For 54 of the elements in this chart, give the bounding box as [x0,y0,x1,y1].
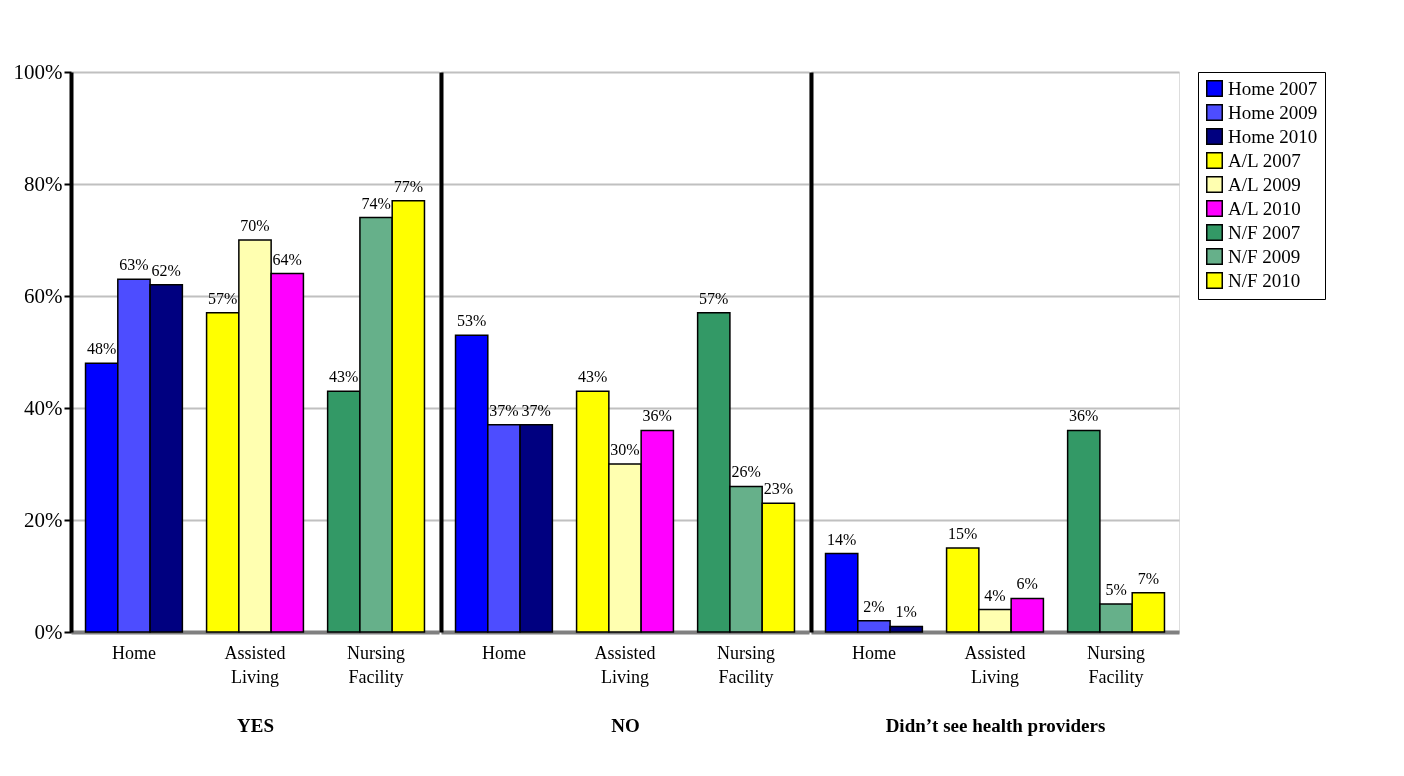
data-label: 74% [361,194,391,212]
data-label: 36% [1069,407,1099,425]
data-label: 37% [489,401,519,419]
data-label: 4% [984,586,1006,604]
data-label: 26% [731,463,761,481]
data-label: 6% [1016,575,1038,593]
x-tick-label: Home [851,642,896,663]
x-axis-title: YES [237,714,274,736]
x-axis-title: Didn’t see health providers [885,714,1106,736]
data-label: 37% [521,401,551,419]
x-tick-label: Home [111,642,156,663]
legend-label: Home 2007 [1228,77,1318,99]
data-label: 1% [895,603,917,621]
data-label: 36% [642,407,672,425]
data-label: 14% [827,530,857,548]
y-tick-label: 60% [24,283,63,308]
x-tick-label: Assisted Living [224,642,286,687]
data-label: 57% [208,289,238,307]
legend-label: Home 2010 [1228,125,1318,147]
data-label: 64% [272,250,302,268]
data-label: 30% [610,441,640,458]
data-label: 53% [457,312,487,330]
data-label: 43% [578,368,608,386]
x-tick-label: Assisted Living [964,642,1026,687]
data-label: 7% [1137,569,1159,587]
data-label: 63% [119,256,149,274]
data-label: 15% [948,525,978,542]
legend-label: N/F 2009 [1228,245,1301,267]
x-tick-label: Assisted Living [594,642,656,687]
x-axis-title: NO [611,714,640,736]
y-tick-label: 80% [24,171,63,196]
y-tick-label: 40% [24,395,63,420]
data-label: 62% [151,261,181,279]
legend-label: A/L 2010 [1228,197,1301,219]
data-label: 77% [393,177,423,195]
data-label: 2% [863,597,885,615]
legend-label: N/F 2007 [1228,221,1301,243]
y-tick-label: 100% [13,59,63,84]
x-tick-label: Nursing Facility [717,642,776,687]
x-tick-label: Nursing Facility [347,642,406,687]
x-tick-label: Nursing Facility [1087,642,1146,687]
legend-label: N/F 2010 [1228,269,1301,291]
x-tick-label: Home [481,642,526,663]
data-label: 23% [763,480,793,498]
legend-label: A/L 2009 [1228,173,1301,195]
data-label: 43% [329,368,359,386]
data-label: 48% [87,340,117,358]
y-tick-label: 20% [24,507,63,532]
data-label: 57% [699,289,729,307]
y-tick-label: 0% [34,619,63,644]
legend-label: Home 2009 [1228,101,1318,123]
data-label: 70% [240,217,270,234]
data-label: 5% [1105,581,1127,598]
legend-label: A/L 2007 [1228,149,1301,171]
